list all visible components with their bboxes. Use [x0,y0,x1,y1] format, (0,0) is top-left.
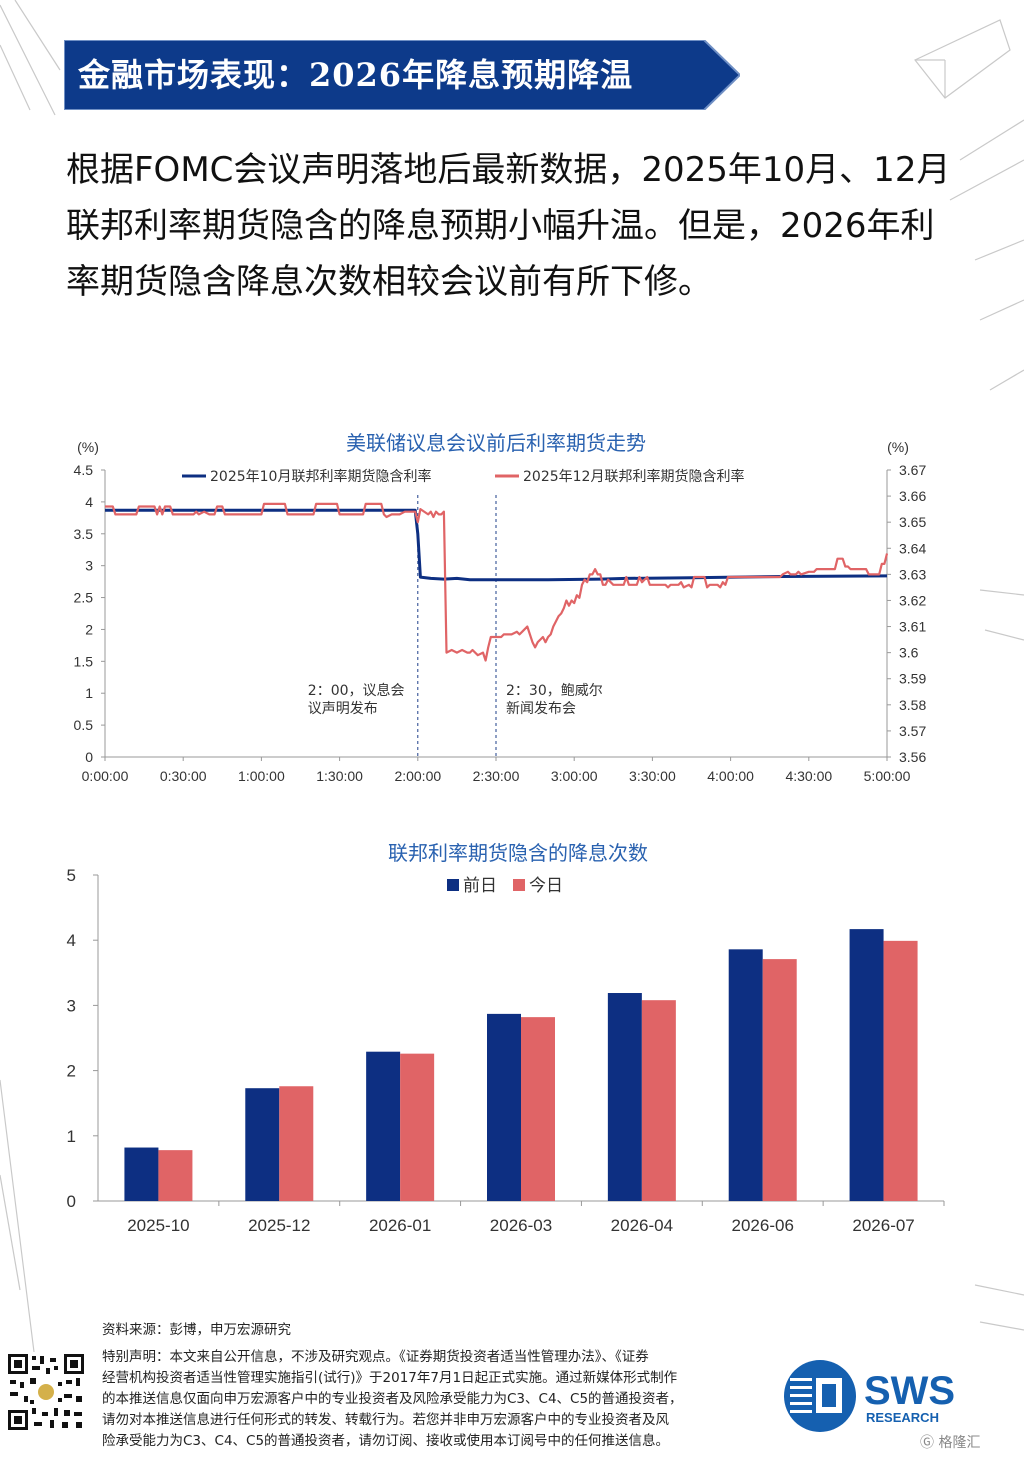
bar [607,993,642,1201]
y-left-tick-label: 2 [85,621,93,637]
bar [762,959,797,1201]
bar [245,1088,280,1201]
y-left-tick-label: 3.5 [74,526,94,542]
y-tick-label: 2 [67,1062,76,1081]
disclaimer-line: 险承受能力为C3、C4、C5的普通投资者，请勿订阅、接收或使用本订阅号中的任何推… [102,1433,670,1449]
chart-title: 联邦利率期货隐含的降息次数 [388,841,648,865]
x-tick-label: 1:00:00 [238,768,285,784]
x-tick-label: 0:30:00 [160,768,207,784]
bar [400,1053,435,1201]
y-left-tick-label: 2.5 [74,590,94,606]
annotation-label: 议声明发布 [308,701,378,717]
bar [641,1000,676,1201]
annotation-label: 2：00，议息会 [308,682,405,699]
y-right-tick-label: 3.67 [899,462,926,478]
sws-logo: SWS RESEARCH [784,1360,955,1432]
annotation-label: 2：30，鲍威尔 [506,683,603,699]
x-tick-label: 4:00:00 [707,768,754,784]
bar [487,1013,521,1201]
bar [849,929,884,1201]
intro-paragraph: 根据FOMC会议声明落地后最新数据，2025年10月、12月联邦利率期货隐含的降… [66,150,951,302]
x-tick-label: 2026-07 [852,1216,914,1235]
x-tick-label: 2026-06 [732,1216,794,1235]
legend-label: 2025年12月联邦利率期货隐含利率 [523,468,744,485]
disclaimer-line: 请勿对本推送信息进行任何形式的转发、转载行为。若您并非申万宏源客户中的专业投资者… [102,1412,669,1428]
y-tick-label: 3 [67,996,76,1015]
y-right-tick-label: 3.56 [899,749,926,765]
y-tick-label: 4 [67,931,76,950]
bar [158,1150,193,1201]
x-tick-label: 0:00:00 [82,768,129,784]
y-tick-label: 5 [67,866,76,885]
bar [366,1051,401,1201]
footer: 资料来源：彭博，申万宏源研究 特别声明：本文来自公开信息，不涉及研究观点。《证券… [102,1320,782,1452]
source-note: 资料来源：彭博，申万宏源研究 [102,1322,291,1338]
right-axis-unit: (%) [887,439,909,455]
legend-label: 今日 [529,876,563,896]
qr-code [6,1352,86,1432]
y-right-tick-label: 3.62 [899,592,926,608]
line-chart: 美联储议息会议前后利率期货走势 (%) (%) 0 0.5 1 1.5 2 2.5 3 3.5 4 4.… [74,431,927,784]
legend-swatch [513,879,525,891]
y-right-tick-label: 3.58 [899,697,926,713]
bar [521,1017,555,1201]
disclaimer-line: 特别声明：本文来自公开信息，不涉及研究观点。《证券期货投资者适当性管理办法》、《… [102,1349,649,1365]
y-right-tick-label: 3.63 [899,566,926,582]
y-right-tick-label: 3.66 [899,488,926,504]
bar [728,949,763,1201]
legend-label: 前日 [463,876,497,896]
y-right-tick-label: 3.57 [899,723,926,739]
x-tick-label: 2026-01 [369,1216,431,1235]
y-left-tick-label: 1.5 [74,653,94,669]
y-left-tick-label: 3 [85,558,93,574]
y-left-tick-label: 4 [85,494,93,510]
series-line [105,502,889,662]
disclaimer-line: 的本推送信息仅面向申万宏源客户中的专业投资者及风险承受能力为C3、C4、C5的普… [102,1391,683,1407]
y-right-tick-label: 3.59 [899,671,926,687]
legend-label: 2025年10月联邦利率期货隐含利率 [210,468,431,485]
x-tick-label: 3:00:00 [551,768,598,784]
x-tick-label: 2026-04 [611,1216,673,1235]
x-tick-label: 2:00:00 [394,768,441,784]
chart-title: 美联储议息会议前后利率期货走势 [346,431,646,455]
y-left-tick-label: 0.5 [74,717,94,733]
x-tick-label: 3:30:00 [629,768,676,784]
y-right-tick-label: 3.65 [899,514,926,530]
x-tick-label: 1:30:00 [316,768,363,784]
watermark-text: Ⓖ 格隆汇 [920,1435,981,1451]
left-axis-unit: (%) [77,439,99,455]
x-tick-label: 2025-10 [127,1216,189,1235]
bar [124,1147,159,1201]
legend-swatch [447,879,459,891]
y-tick-label: 0 [67,1192,76,1211]
y-right-tick-label: 3.61 [899,619,926,635]
title-banner [64,40,740,110]
logo-text: SWS [864,1369,955,1413]
x-tick-label: 2:30:00 [473,768,520,784]
y-left-tick-label: 4.5 [74,462,94,478]
y-left-tick-label: 0 [85,749,93,765]
y-left-tick-label: 1 [85,685,93,701]
x-tick-label: 4:30:00 [785,768,832,784]
logo-subtext: RESEARCH [866,1410,939,1425]
annotation-label: 新闻发布会 [506,701,576,717]
y-tick-label: 1 [67,1127,76,1146]
x-tick-label: 2026-03 [490,1216,552,1235]
bar-chart: 联邦利率期货隐含的降息次数 0 1 2 3 4 5 2025-10 2025-12 2026-01… [67,841,945,1235]
bar [279,1086,314,1201]
x-tick-label: 5:00:00 [864,768,911,784]
series-line [105,508,888,582]
y-right-tick-label: 3.6 [899,645,919,661]
x-tick-label: 2025-12 [248,1216,310,1235]
disclaimer-line: 经营机构投资者适当性管理实施指引(试行)》于2017年7月1日起正式实施。通过新… [102,1370,678,1386]
y-right-tick-label: 3.64 [899,540,926,556]
page-title: 金融市场表现：2026年降息预期降温 [78,56,634,94]
bar [883,940,918,1201]
